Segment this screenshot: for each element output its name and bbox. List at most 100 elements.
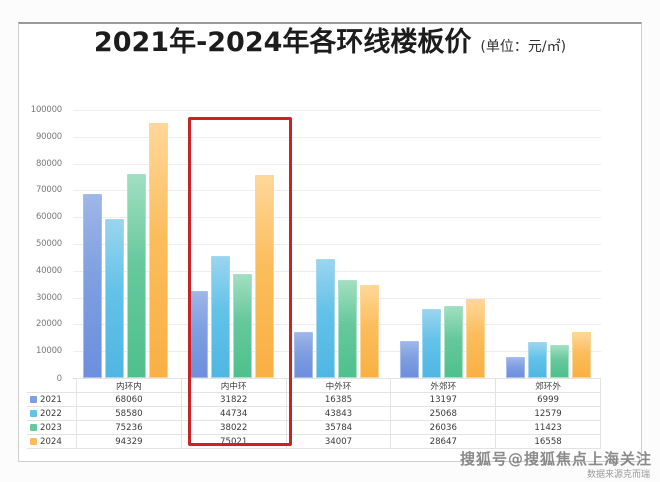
legend-swatch-icon	[30, 396, 37, 403]
bar-2022-内环内	[105, 219, 125, 378]
bar-group	[179, 110, 285, 378]
table-row: 2024 94329 75021 34007 28647 16558	[27, 434, 601, 449]
table-cell: 16385	[285, 392, 392, 407]
table-cell: 68060	[76, 392, 182, 407]
bar-2021-内中环	[188, 290, 208, 378]
table-row: 2021 68060 31822 16385 13197 6999	[27, 392, 601, 407]
bar-2021-内环内	[83, 193, 103, 378]
legend-label: 2023	[40, 422, 62, 433]
bar-2022-郊环外	[527, 342, 547, 378]
y-axis-tick-label: 100000	[30, 105, 62, 115]
table-cell: 58580	[76, 406, 182, 421]
table-cell: 75021	[180, 434, 287, 449]
legend-item-2021[interactable]: 2021	[27, 392, 77, 407]
page-title: 2021年-2024年各环线楼板价	[93, 27, 472, 58]
watermark-source-text: 数据来源克而瑞	[586, 470, 650, 480]
legend-swatch-icon	[30, 438, 37, 445]
gridline	[73, 163, 601, 165]
table-cell: 38022	[180, 420, 287, 435]
legend-swatch-icon	[30, 424, 37, 431]
table-column-header: 中外环	[285, 378, 392, 393]
y-axis-tick-label: 80000	[35, 158, 62, 169]
bar-group	[495, 110, 601, 378]
legend-label: 2021	[40, 394, 62, 405]
chart-title-row: 2021年-2024年各环线楼板价 (单位：元/㎡)	[0, 20, 660, 59]
bar-2024-郊环外	[571, 331, 591, 378]
table-cell: 44734	[180, 406, 287, 421]
table-cell: 94329	[76, 434, 182, 449]
y-axis-tick-label: 10000	[35, 346, 62, 357]
table-cell: 13197	[390, 392, 497, 407]
gridline	[73, 136, 601, 138]
table-cell: 12579	[495, 406, 601, 421]
bar-2022-中外环	[316, 258, 336, 378]
table-cell: 75236	[76, 420, 182, 435]
data-table: 内环内 内中环 中外环 外郊环 郊环外 2021 68060 31822 16385 13197…	[27, 378, 601, 449]
table-cell: 35784	[285, 420, 392, 435]
y-axis-tick-label: 60000	[35, 212, 62, 223]
table-corner-cell	[27, 379, 77, 393]
bar-2023-内环内	[127, 174, 147, 378]
y-axis-tick-label: 90000	[35, 131, 62, 142]
y-axis-tick-label: 50000	[35, 239, 62, 249]
bar-2022-内中环	[210, 256, 230, 378]
table-column-header: 内中环	[180, 378, 287, 393]
y-axis-tick-label: 70000	[35, 185, 62, 196]
gridline	[73, 297, 601, 299]
data-table-body: 2021 68060 31822 16385 13197 6999 2022 58580 447…	[27, 392, 601, 449]
title-unit-label: (单位：元/㎡)	[480, 39, 567, 55]
gridline	[73, 351, 601, 353]
legend-label: 2022	[40, 408, 62, 419]
y-axis-tick-label: 30000	[35, 292, 62, 303]
bar-2024-中外环	[360, 284, 380, 378]
table-column-header: 外郊环	[390, 378, 497, 393]
bar-2021-外郊环	[400, 340, 420, 378]
table-cell: 31822	[180, 392, 287, 407]
y-axis-zero-label: 0	[56, 374, 62, 384]
bar-group	[284, 110, 390, 378]
watermark-main-text: 搜狐号@搜狐焦点上海关注	[459, 450, 652, 468]
bar-2022-外郊环	[422, 308, 442, 378]
table-cell: 26036	[390, 420, 497, 435]
table-cell: 34007	[285, 434, 392, 449]
y-axis-tick-label: 20000	[35, 319, 62, 330]
y-axis-tick-label: 40000	[35, 265, 62, 276]
plot-area	[73, 110, 601, 379]
gridline	[73, 324, 601, 326]
bar-2023-外郊环	[444, 306, 464, 378]
legend-item-2022[interactable]: 2022	[27, 406, 77, 421]
gridline	[73, 244, 601, 245]
legend-item-2023[interactable]: 2023	[27, 420, 77, 435]
y-axis-labels: 10000 20000 30000 40000 50000 60000 70000 80000…	[0, 105, 68, 378]
gridline	[73, 217, 601, 219]
table-column-header: 郊环外	[495, 378, 601, 393]
bar-group	[390, 110, 496, 378]
table-cell: 11423	[495, 420, 601, 435]
table-cell: 16558	[495, 434, 601, 449]
table-cell: 28647	[390, 434, 497, 449]
gridline	[73, 270, 601, 272]
bar-2024-外郊环	[466, 299, 486, 378]
legend-swatch-icon	[30, 410, 37, 417]
gridline	[73, 190, 601, 192]
table-header-row: 内环内 内中环 中外环 外郊环 郊环外	[27, 378, 601, 393]
table-cell: 25068	[390, 406, 497, 421]
bar-2021-郊环外	[505, 357, 525, 378]
bar-2024-内中环	[254, 174, 274, 378]
table-cell: 6999	[495, 392, 601, 407]
data-table-head: 内环内 内中环 中外环 外郊环 郊环外	[27, 378, 601, 393]
table-row: 2022 58580 44734 43843 25068 12579	[27, 406, 601, 421]
bar-2023-中外环	[338, 280, 358, 378]
data-table-grid: 内环内 内中环 中外环 外郊环 郊环外 2021 68060 31822 16385 13197…	[27, 378, 601, 449]
legend-label: 2024	[40, 436, 62, 447]
bar-2023-郊环外	[549, 345, 569, 378]
bar-2024-内环内	[149, 123, 169, 378]
gridline	[73, 110, 601, 111]
table-row: 2023 75236 38022 35784 26036 11423	[27, 420, 601, 435]
legend-item-2024[interactable]: 2024	[27, 434, 77, 449]
bar-2021-中外环	[294, 332, 314, 378]
table-column-header: 内环内	[76, 378, 182, 393]
table-cell: 43843	[285, 406, 392, 421]
bar-group	[73, 110, 179, 378]
